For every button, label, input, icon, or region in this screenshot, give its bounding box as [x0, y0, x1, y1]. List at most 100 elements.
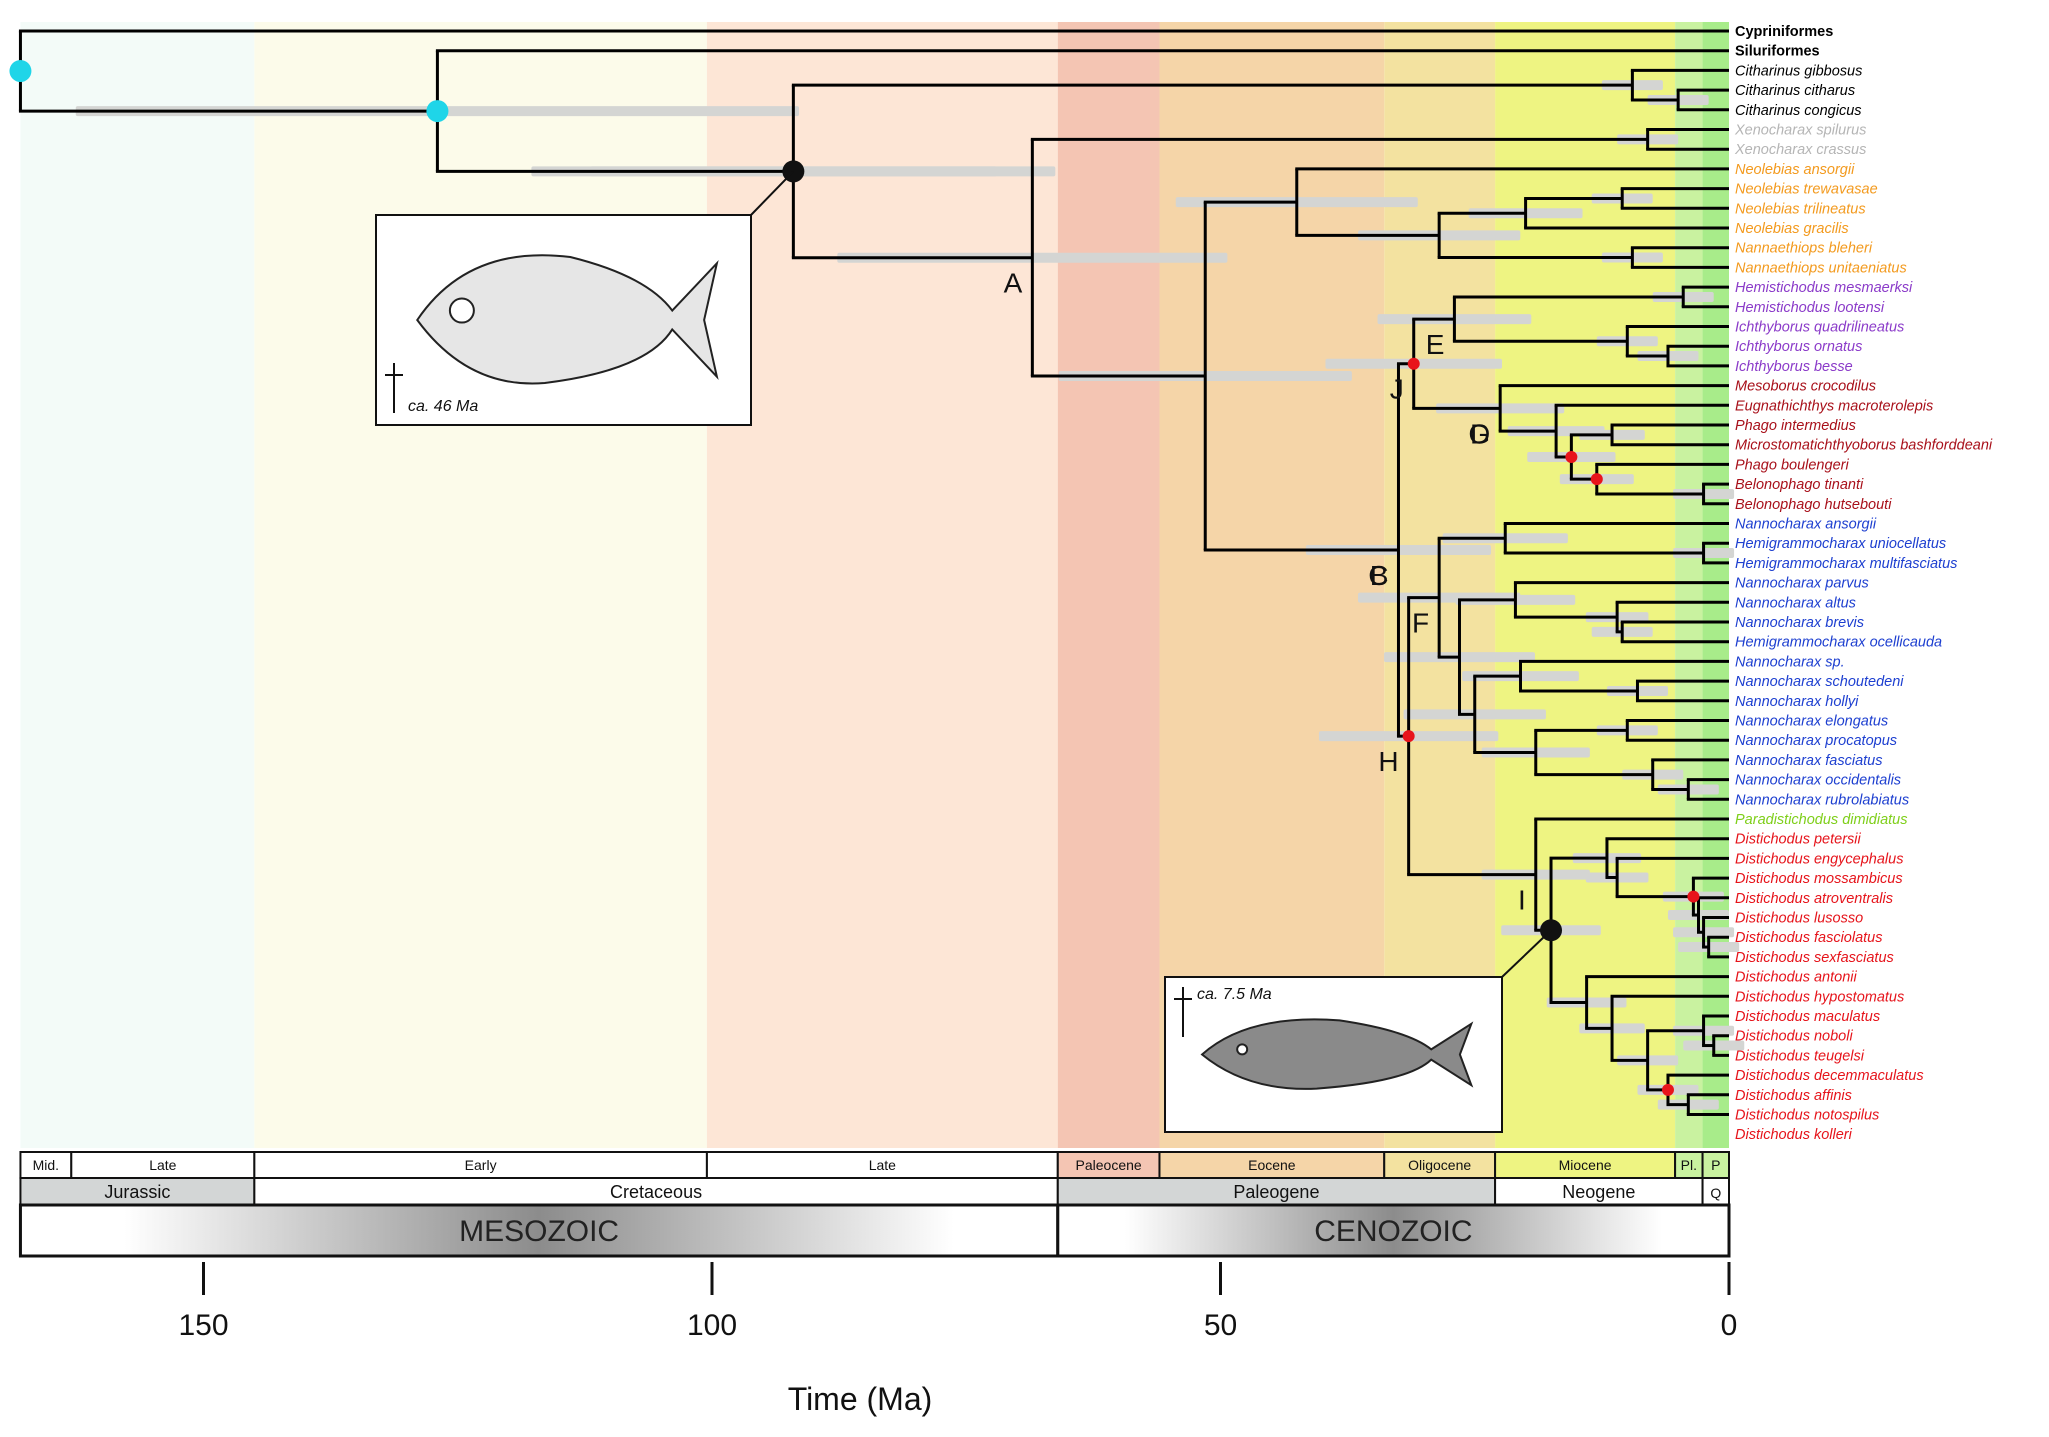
taxon-label: Nannaethiops bleheri [1735, 241, 1873, 257]
band-2 [706, 22, 1058, 1148]
taxon-label: Nannaethiops unitaeniatus [1735, 260, 1907, 276]
stage-label: Mid. [33, 1157, 59, 1173]
taxon-label: Nannocharax elongatus [1735, 714, 1888, 730]
taxon-label: Nannocharax sp. [1735, 654, 1845, 670]
taxon-label: Distichodus antonii [1735, 970, 1857, 986]
fossil-fish-icon [1200, 1018, 1474, 1090]
fossil-box-1: ca. 7.5 Ma [1164, 929, 1552, 1133]
stage-label: Miocene [1559, 1157, 1612, 1173]
taxon-label: Belonophago hutsebouti [1735, 497, 1892, 513]
calibration-point-root [9, 60, 32, 83]
taxon-label: Belonophago tinanti [1735, 477, 1864, 493]
taxon-label: Ichthyborus quadrilineatus [1735, 320, 1904, 336]
taxon-label: Distichodus atroventralis [1735, 891, 1893, 907]
era-label: MESOZOIC [459, 1215, 619, 1248]
node-label-F: F [1412, 608, 1429, 639]
phylogenetic-tree-branches [18, 29, 1729, 1116]
node-label-H: H [1378, 746, 1398, 777]
band-6 [1495, 22, 1676, 1148]
fossil-fish-eye [1236, 1043, 1249, 1056]
taxon-label: Distichodus fasciolatus [1735, 930, 1883, 946]
taxon-label: Neolebias trilineatus [1735, 201, 1866, 217]
biogeographic-calibration-2 [1565, 451, 1578, 464]
era-cell-0 [18, 1203, 1060, 1258]
taxon-label: Eugnathichthys macroterolepis [1735, 398, 1933, 414]
taxon-labels: Cypriniformes Siluriformes Citharinus gibb… [1734, 24, 1993, 1143]
axis-tick-label: 100 [687, 1309, 737, 1342]
taxon-label: Distichodus teugelsi [1735, 1048, 1865, 1064]
era-label: CENOZOIC [1314, 1215, 1472, 1248]
node-letter-labels: A BC D E F G H I J [1004, 268, 1526, 916]
band-7 [1675, 22, 1703, 1148]
stage-label: Oligocene [1408, 1157, 1471, 1173]
node-label-B: B [1370, 560, 1389, 591]
taxon-label: Phago intermedius [1735, 418, 1856, 434]
taxon-label: Hemistichodus mesmaerksi [1735, 280, 1913, 296]
taxon-label: Nannocharax schoutedeni [1735, 674, 1904, 690]
stage-label: Late [869, 1157, 896, 1173]
taxon-label: Citharinus citharus [1735, 83, 1855, 99]
stage-label: Late [149, 1157, 176, 1173]
fossil-age-label: ca. 7.5 Ma [1197, 986, 1272, 1003]
taxon-label: Siluriformes [1735, 44, 1820, 60]
taxon-label: Distichodus kolleri [1735, 1127, 1853, 1143]
taxon-label: Nannocharax hollyi [1735, 694, 1859, 710]
calibration-point-outgroup [426, 100, 449, 123]
node-label-I: I [1518, 885, 1526, 916]
taxon-label: Distichodus hypostomatus [1735, 989, 1904, 1005]
taxon-label: Nannocharax brevis [1735, 615, 1864, 631]
taxon-label: Hemigrammocharax uniocellatus [1735, 536, 1946, 552]
period-label: Q [1710, 1185, 1721, 1201]
taxon-label: Hemigrammocharax multifasciatus [1735, 556, 1957, 572]
stage-cell-3 [705, 1151, 1059, 1179]
node-label-A: A [1004, 268, 1023, 299]
taxon-label: Nannocharax parvus [1735, 576, 1869, 592]
period-label: Cretaceous [610, 1182, 702, 1202]
taxon-label: Distichodus mossambicus [1735, 871, 1903, 887]
taxon-label: Distichodus decemmaculatus [1735, 1068, 1924, 1084]
node-label-J: J [1390, 374, 1404, 405]
axis-tick-label: 0 [1721, 1309, 1738, 1342]
stage-label: Pl. [1681, 1157, 1697, 1173]
stage-label: P [1711, 1157, 1720, 1173]
biogeographic-calibration-4 [1687, 890, 1700, 903]
biogeographic-calibration-1 [1402, 730, 1415, 743]
taxon-label: Nannocharax fasciatus [1735, 753, 1883, 769]
stage-label: Eocene [1248, 1157, 1296, 1173]
stage-label: Paleocene [1076, 1157, 1142, 1173]
taxon-label: Hemigrammocharax ocellicauda [1735, 635, 1942, 651]
stage-label: Early [465, 1157, 497, 1173]
taxon-label: Distichodus engycephalus [1735, 851, 1903, 867]
period-label: Paleogene [1233, 1182, 1319, 1202]
node-label-D: D [1470, 418, 1490, 449]
taxon-label: Phago boulengeri [1735, 457, 1849, 473]
fossil-box-0: ca. 46 Ma [375, 170, 795, 426]
axis-title: Time (Ma) [788, 1381, 933, 1417]
band-1 [254, 22, 707, 1148]
biogeographic-calibration-3 [1590, 473, 1603, 486]
taxon-label: Distichodus petersii [1735, 832, 1861, 848]
taxon-label: Distichodus maculatus [1735, 1009, 1880, 1025]
taxon-label: Distichodus sexfasciatus [1735, 950, 1894, 966]
taxon-label: Distichodus noboli [1735, 1029, 1853, 1045]
taxon-label: Nannocharax ansorgii [1735, 517, 1877, 533]
geologic-background-bands [20, 22, 1729, 1148]
biogeographic-calibration-5 [1661, 1083, 1674, 1096]
node-label-E: E [1426, 329, 1445, 360]
axis-tick-label: 50 [1204, 1309, 1237, 1342]
period-label: Neogene [1562, 1182, 1635, 1202]
taxon-label: Citharinus gibbosus [1735, 63, 1862, 79]
taxon-label: Neolebias gracilis [1735, 221, 1849, 237]
taxon-label: Nannocharax altus [1735, 595, 1856, 611]
band-8 [1702, 22, 1729, 1148]
taxon-label: Hemistichodus lootensi [1735, 300, 1885, 316]
taxon-label: Nannocharax occidentalis [1735, 773, 1901, 789]
time-axis: Time (Ma) 150 100 50 0 [178, 1262, 1737, 1417]
taxon-label: Ichthyborus ornatus [1735, 339, 1862, 355]
fossil-connector [1501, 929, 1552, 978]
stage-cell-5 [1158, 1151, 1386, 1179]
taxon-label: Nannocharax rubrolabiatus [1735, 792, 1909, 808]
taxon-label: Paradistichodus dimidiatus [1735, 812, 1907, 828]
